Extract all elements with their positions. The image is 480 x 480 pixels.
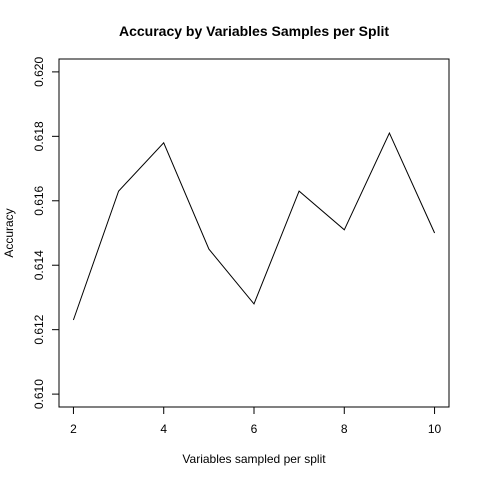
y-tick-label: 0.612	[32, 314, 46, 344]
series-points	[73, 133, 435, 321]
x-tick-label: 6	[251, 422, 258, 436]
x-tick-label: 2	[70, 422, 77, 436]
x-tick-label: 10	[428, 422, 442, 436]
x-tick-label: 4	[160, 422, 167, 436]
y-tick-label: 0.620	[32, 57, 46, 87]
y-axis-label: Accuracy	[2, 208, 16, 257]
plot-frame	[58, 58, 450, 408]
x-tick-label: 8	[341, 422, 348, 436]
chart-title: Accuracy by Variables Samples per Split	[119, 23, 389, 39]
y-tick-label: 0.614	[32, 250, 46, 280]
y-ticks: 0.610 0.612 0.614 0.616 0.618 0.620	[32, 57, 59, 409]
accuracy-series	[72, 131, 436, 321]
series-line	[72, 131, 436, 321]
x-axis-label: Variables sampled per split	[182, 452, 326, 466]
x-ticks: 2 4 6 8 10	[70, 407, 442, 436]
y-tick-label: 0.616	[32, 185, 46, 215]
y-tick-label: 0.610	[32, 379, 46, 409]
y-tick-label: 0.618	[32, 121, 46, 151]
